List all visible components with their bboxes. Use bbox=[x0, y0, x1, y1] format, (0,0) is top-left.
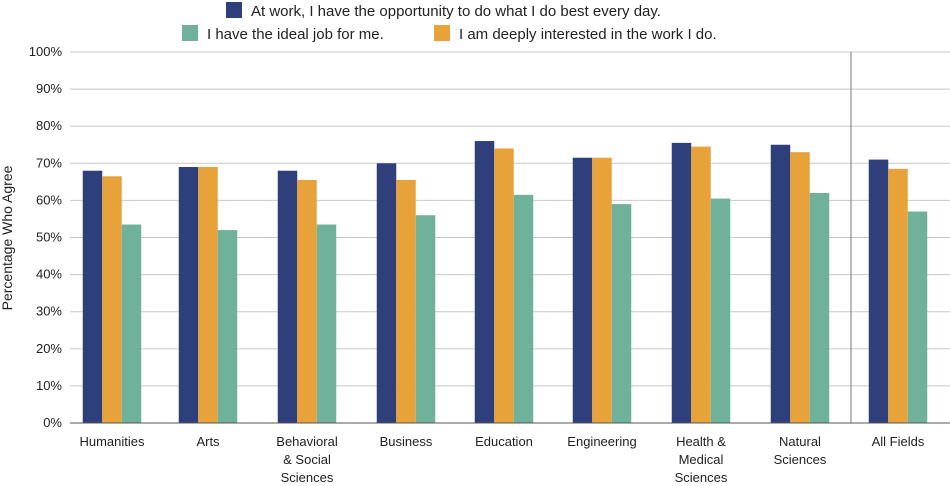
x-category-labels: Humanities Arts Behavioral & Social Sciences… bbox=[79, 434, 924, 485]
legend-label: I have the ideal job for me. bbox=[207, 26, 384, 43]
y-tick-label: 80% bbox=[36, 118, 62, 133]
bar bbox=[415, 215, 436, 423]
y-tick-label: 10% bbox=[36, 378, 62, 393]
legend-label: At work, I have the opportunity to do wh… bbox=[251, 3, 661, 20]
x-category-label: All Fields bbox=[872, 434, 925, 449]
bar bbox=[907, 211, 928, 423]
bar bbox=[671, 142, 692, 423]
bar bbox=[396, 179, 416, 423]
y-tick-label: 20% bbox=[36, 341, 62, 356]
legend-swatch bbox=[434, 25, 450, 41]
x-category-label: Engineering bbox=[567, 434, 636, 449]
bar bbox=[82, 170, 103, 423]
bar bbox=[611, 204, 632, 423]
y-tick-label: 40% bbox=[36, 267, 62, 282]
bars bbox=[82, 141, 928, 424]
bar bbox=[691, 146, 711, 424]
legend-label: I am deeply interested in the work I do. bbox=[459, 26, 717, 43]
legend-swatch bbox=[182, 25, 198, 41]
y-tick-label: 60% bbox=[36, 192, 62, 207]
y-tick-label: 100% bbox=[29, 44, 63, 59]
bar bbox=[710, 198, 731, 423]
bar bbox=[513, 194, 534, 423]
x-category-label: Education bbox=[475, 434, 533, 449]
bar bbox=[316, 224, 337, 423]
bar bbox=[178, 167, 199, 423]
bar bbox=[297, 179, 317, 423]
legend-swatch bbox=[226, 2, 242, 18]
bar bbox=[790, 152, 810, 424]
y-tick-label: 70% bbox=[36, 155, 62, 170]
legend: At work, I have the opportunity to do wh… bbox=[182, 2, 717, 43]
x-category-label: Health & Medical Sciences bbox=[675, 434, 728, 485]
legend-item: At work, I have the opportunity to do wh… bbox=[226, 2, 661, 20]
bar bbox=[888, 168, 908, 423]
y-tick-labels: 0% 10% 20% 30% 40% 50% 60% 70% 80% 90% 100% bbox=[29, 44, 63, 430]
bar bbox=[770, 144, 791, 423]
bar bbox=[217, 230, 238, 423]
bar bbox=[592, 157, 612, 424]
x-category-label: Behavioral & Social Sciences bbox=[276, 434, 338, 485]
bar bbox=[809, 192, 830, 423]
bar bbox=[572, 157, 593, 424]
legend-item: I am deeply interested in the work I do. bbox=[434, 25, 717, 43]
y-tick-label: 90% bbox=[36, 81, 62, 96]
bar bbox=[121, 224, 142, 423]
y-tick-label: 30% bbox=[36, 304, 62, 319]
y-tick-label: 0% bbox=[43, 415, 62, 430]
x-category-label: Arts bbox=[196, 434, 220, 449]
y-tick-label: 50% bbox=[36, 230, 62, 245]
legend-item: I have the ideal job for me. bbox=[182, 25, 384, 43]
x-category-label: Natural Sciences bbox=[774, 434, 827, 467]
x-category-label: Humanities bbox=[79, 434, 145, 449]
bar bbox=[868, 159, 889, 423]
bar bbox=[198, 167, 218, 423]
x-category-label: Business bbox=[380, 434, 433, 449]
y-axis-title: Percentage Who Agree bbox=[0, 165, 15, 310]
bar bbox=[494, 148, 514, 423]
bar bbox=[474, 141, 495, 424]
bar bbox=[376, 163, 397, 424]
bar bbox=[277, 170, 298, 423]
bar bbox=[102, 176, 122, 423]
